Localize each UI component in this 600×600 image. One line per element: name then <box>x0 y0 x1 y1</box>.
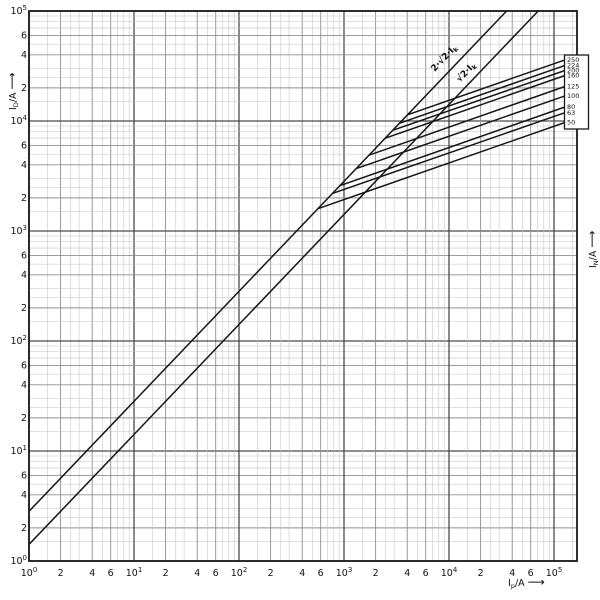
x-tick-6e2: 6 <box>318 568 324 579</box>
y-tick-6e1: 6 <box>21 361 27 372</box>
legend-rating-125: 125 <box>567 83 579 91</box>
y-tick-4e1: 4 <box>21 380 27 391</box>
x-tick-10e4: 104 <box>441 566 458 579</box>
fuse-curve-200A <box>392 69 566 132</box>
y-tick-10e0: 100 <box>10 554 27 567</box>
x-tick-4e3: 4 <box>404 568 410 579</box>
y-tick-10e5: 105 <box>10 4 27 17</box>
y-tick-4e2: 4 <box>21 270 27 281</box>
y-axis-arrow-icon: ⟶ <box>5 72 19 90</box>
x-tick-10e5: 105 <box>546 566 563 579</box>
y-tick-10e1: 101 <box>10 444 27 457</box>
x-tick-2e1: 2 <box>163 568 169 579</box>
fuse-curve-125A <box>368 85 566 156</box>
x-tick-6e1: 6 <box>213 568 219 579</box>
grid <box>28 10 577 562</box>
x-tick-4e4: 4 <box>509 568 515 579</box>
sym-peak-line-label: √2·Ik <box>454 60 479 86</box>
param-axis-unit: /A <box>588 250 599 261</box>
x-axis-subscript: p <box>510 582 515 590</box>
y-tick-4e4: 4 <box>21 50 27 61</box>
param-axis-symbol: I <box>588 265 599 268</box>
y-axis-unit: /A <box>8 92 19 103</box>
legend-rating-63: 63 <box>567 109 575 117</box>
y-tick-10e4: 104 <box>10 114 27 127</box>
y-axis-title: ID/A ⟶ <box>5 72 20 110</box>
param-axis-arrow-icon: ⟶ <box>585 230 599 248</box>
x-tick-4e1: 4 <box>194 568 200 579</box>
fuse-curve-250A <box>407 59 566 116</box>
legend-rating-224: 224 <box>567 62 579 70</box>
legend-rating-250: 250 <box>567 56 579 64</box>
y-tick-2e4: 2 <box>21 83 27 94</box>
y-axis-symbol: I <box>8 107 19 110</box>
x-tick-2e2: 2 <box>268 568 274 579</box>
x-tick-2e3: 2 <box>373 568 379 579</box>
fuse-curve-100A <box>355 95 566 170</box>
param-axis-subscript: N <box>592 260 600 266</box>
y-tick-4e3: 4 <box>21 160 27 171</box>
y-tick-4e0: 4 <box>21 490 27 501</box>
y-tick-2e0: 2 <box>21 523 27 534</box>
legend-rating-80: 80 <box>567 103 575 111</box>
y-tick-2e2: 2 <box>21 303 27 314</box>
y-tick-6e0: 6 <box>21 471 27 482</box>
fuse-curves <box>317 59 566 210</box>
y-tick-2e3: 2 <box>21 193 27 204</box>
asym-peak-line <box>28 10 508 512</box>
x-tick-10e2: 102 <box>231 566 248 579</box>
x-tick-2e4: 2 <box>478 568 484 579</box>
y-tick-6e4: 6 <box>21 31 27 42</box>
legend-rating-50: 50 <box>567 119 575 127</box>
y-tick-2e1: 2 <box>21 413 27 424</box>
y-tick-10e2: 102 <box>10 334 27 347</box>
x-tick-10e3: 103 <box>336 566 353 579</box>
x-axis-unit: /A <box>514 578 525 589</box>
x-axis-arrow-icon: ⟶ <box>527 575 545 589</box>
legend-rating-100: 100 <box>567 92 579 100</box>
legend-frame <box>563 54 590 130</box>
sym-peak-line <box>28 10 539 545</box>
fuse-curve-224A <box>399 64 566 125</box>
y-axis-subscript: D <box>12 102 20 108</box>
x-tick-6e3: 6 <box>423 568 429 579</box>
fuse-curve-80A <box>339 106 566 187</box>
x-tick-6e4: 6 <box>528 568 534 579</box>
x-tick-10e0: 100 <box>21 566 38 579</box>
x-tick-4e2: 4 <box>299 568 305 579</box>
x-axis-title: Ip/A ⟶ <box>508 576 545 590</box>
fuse-curve-50A <box>317 121 566 210</box>
y-tick-6e3: 6 <box>21 141 27 152</box>
y-tick-10e3: 103 <box>10 224 27 237</box>
legend-rating-200: 200 <box>567 67 579 75</box>
x-tick-10e1: 101 <box>126 566 143 579</box>
x-tick-6e0: 6 <box>108 568 114 579</box>
plot-frame <box>28 10 578 562</box>
fuse-curve-63A <box>332 111 566 195</box>
legend-rating-160: 160 <box>567 72 579 80</box>
x-axis-symbol: I <box>508 578 511 589</box>
x-tick-2e0: 2 <box>58 568 64 579</box>
param-axis-title: IN/A ⟶ <box>585 230 600 268</box>
asym-peak-line-label: 2·√2·Ik <box>429 42 461 75</box>
x-tick-4e0: 4 <box>89 568 95 579</box>
reference-lines: 2·√2·Ik√2·Ik <box>28 10 539 545</box>
fuse-curve-160A <box>384 74 566 139</box>
y-tick-6e2: 6 <box>21 251 27 262</box>
